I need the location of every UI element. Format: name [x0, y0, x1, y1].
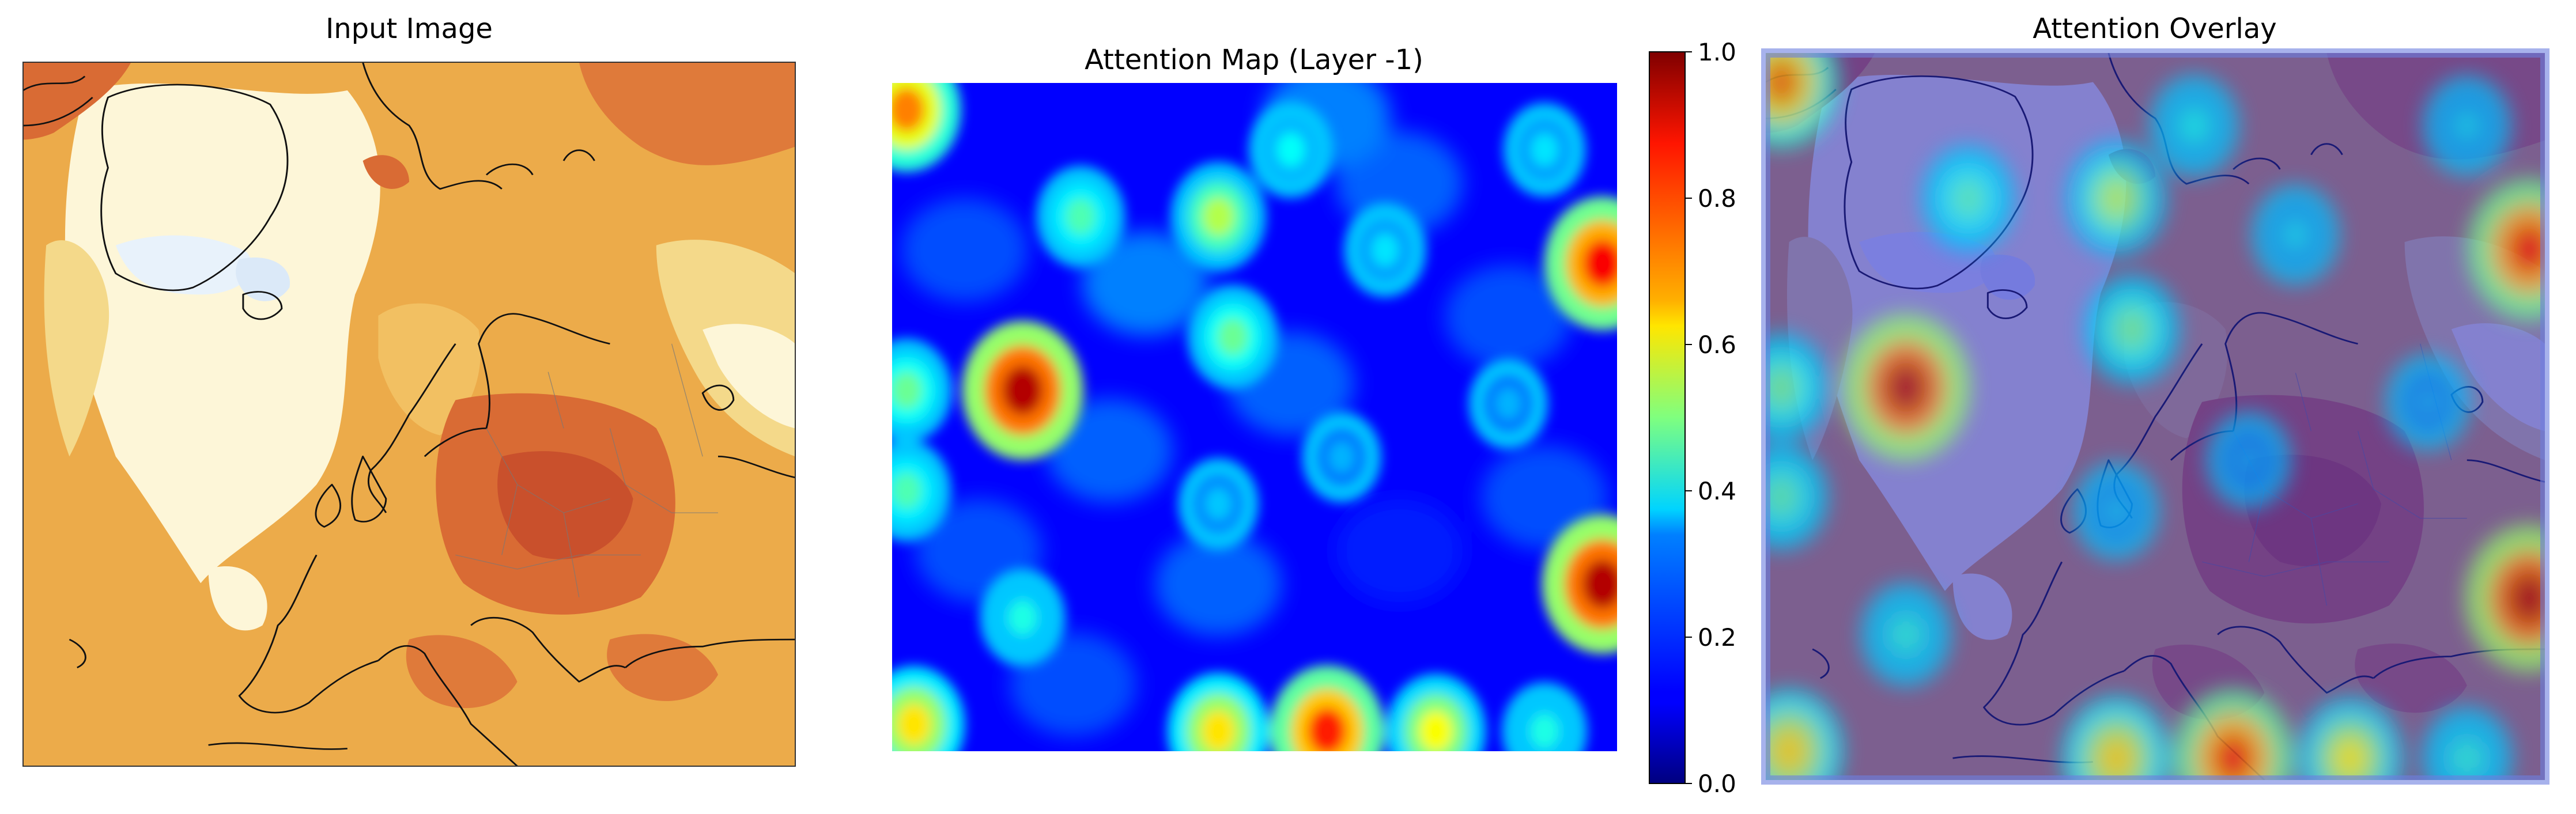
colorbar-tick-label: 0.0: [1698, 770, 1736, 798]
input-image-title: Input Image: [326, 13, 493, 45]
overlay-hotspot-0: [1766, 59, 1800, 105]
overlay-hotspot-19: [2332, 737, 2368, 780]
overlay-hotspot-16: [1771, 729, 1807, 773]
attention-hotspot-8: [1002, 365, 1043, 415]
attention-hotspot-16: [897, 703, 931, 745]
overlay-hotspot-15: [2414, 385, 2442, 419]
colorbar-tick-label: 0.8: [1698, 184, 1736, 213]
attention-wash-6: [1445, 265, 1572, 369]
colorbar-tick-label: 0.4: [1698, 477, 1736, 505]
attention-hotspot-5: [1371, 233, 1399, 267]
input-image-panel: [22, 62, 796, 767]
overlay-hotspot-17: [2098, 736, 2135, 780]
overlay-hotspot-20: [2452, 740, 2482, 777]
attention-hotspot-3: [1276, 132, 1305, 167]
overlay-hotspot-6: [2452, 108, 2481, 143]
overlay-hotspot-1: [1952, 179, 1984, 218]
attention-hotspot-11: [1582, 559, 1617, 609]
attention-wash-8: [1336, 499, 1463, 603]
colorbar-tick-label: 0.2: [1698, 623, 1736, 652]
attention-hotspot-14: [1328, 441, 1355, 474]
attention-hotspot-4: [1218, 318, 1248, 355]
attention-hotspot-17: [1201, 710, 1236, 751]
attention-hotspot-10: [892, 472, 921, 509]
overlay-hotspot-7: [2509, 224, 2545, 275]
colorbar-tick-label: 0.6: [1698, 331, 1736, 359]
attention-map-title: Attention Map (Layer -1): [1085, 44, 1423, 76]
attention-map-panel: [892, 83, 1617, 751]
colorbar-tick-label: 1.0: [1698, 38, 1736, 66]
overlay-hotspot-8: [1884, 361, 1928, 414]
overlay-hotspot-18: [2213, 733, 2254, 780]
attention-hotspot-18: [1308, 707, 1346, 751]
attention-wash-3: [1046, 399, 1173, 502]
attention-hotspot-0: [892, 88, 925, 132]
overlay-hotspot-9: [1766, 368, 1797, 407]
attention-wash-0: [901, 198, 1028, 302]
attention-hotspot-6: [1531, 133, 1558, 166]
attention-wash-1: [1082, 232, 1210, 335]
colorbar: 0.0 0.2 0.4 0.6 0.8 1.0: [1649, 38, 1736, 798]
overlay-hotspot-10: [1766, 477, 1797, 516]
attention-hotspot-2: [1202, 197, 1234, 236]
overlay-hotspot-3: [2180, 108, 2209, 144]
overlay-hotspot-11: [2508, 572, 2545, 624]
overlay-hotspot-4: [2116, 309, 2148, 349]
attention-hotspot-12: [1008, 600, 1037, 635]
overlay-hotspot-5: [2281, 217, 2310, 252]
attention-hotspot-7: [1583, 239, 1617, 287]
overlay-hotspot-2: [2099, 178, 2133, 219]
attention-hotspot-19: [1419, 710, 1453, 751]
attention-hotspot-9: [892, 372, 922, 409]
attention-hotspot-15: [1495, 387, 1522, 420]
overlay-hotspot-13: [2102, 494, 2131, 528]
attention-overlay-panel: [1761, 48, 2549, 785]
attention-hotspot-20: [1530, 714, 1559, 749]
colorbar-gradient: [1649, 51, 1686, 784]
overlay-hotspot-12: [1891, 616, 1921, 653]
attention-overlay-title: Attention Overlay: [2033, 13, 2277, 45]
attention-hotspot-13: [1204, 487, 1232, 521]
overlay-hotspot-14: [2235, 443, 2263, 477]
attention-wash-7: [1155, 532, 1282, 636]
attention-hotspot-1: [1066, 198, 1096, 235]
